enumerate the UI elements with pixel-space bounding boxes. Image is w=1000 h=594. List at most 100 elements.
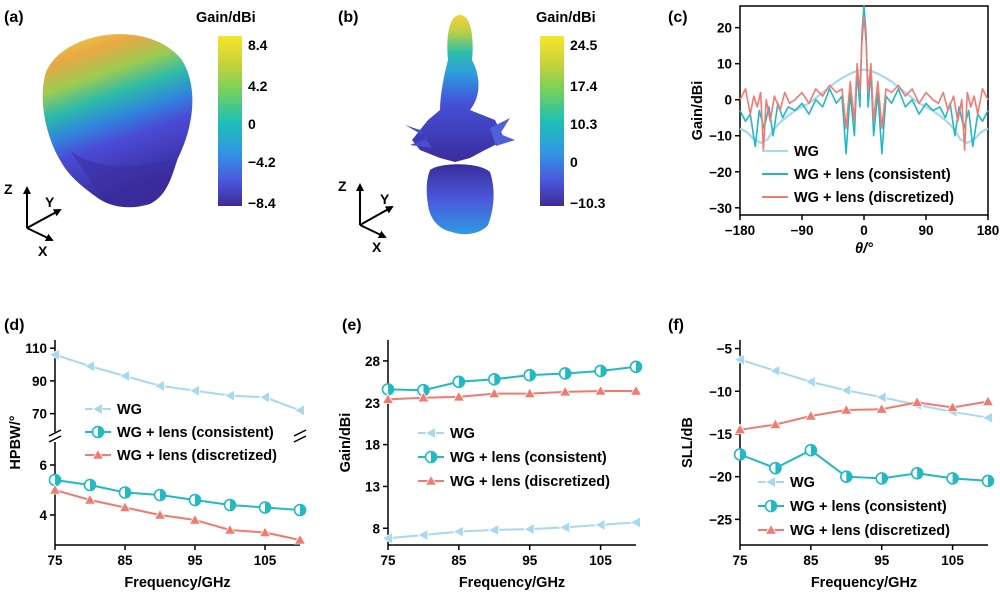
data-point-fill [458, 376, 465, 388]
x-tick-label: 105 [941, 553, 964, 568]
axes-triad-a: Z Y X [4, 181, 62, 259]
colorbar-a-tick: 8.4 [248, 37, 268, 53]
axes-triad-b: Z Y X [338, 178, 394, 255]
legend-entry: WG [117, 402, 142, 418]
data-point-fill [90, 479, 96, 491]
y-tick-label: 70 [32, 407, 47, 422]
data-point [804, 409, 818, 421]
colorbar-b-gradient [540, 36, 564, 206]
data-point [629, 384, 643, 396]
data-point [83, 360, 95, 373]
data-point [417, 528, 429, 542]
data-point [910, 396, 924, 407]
y-tick-label: 110 [25, 341, 47, 356]
legend-entry: WG [794, 144, 819, 160]
data-point [733, 423, 747, 435]
panel-b: (b) Z Y X Gain/dBi 24.5 17.4 10.3 0 −10.… [338, 9, 606, 255]
x-tick-label: 180 [977, 223, 1000, 238]
y-tick-label: 23 [365, 396, 381, 411]
y-tick-label: 0 [724, 93, 732, 108]
legend-marker [424, 426, 436, 440]
axis-break-mark [293, 435, 307, 443]
data-point-fill [636, 361, 642, 373]
colorbar-b-tick: 17.4 [570, 78, 597, 94]
data-point [258, 391, 270, 404]
data-point [487, 523, 500, 537]
data-point [223, 523, 237, 535]
legend-entry: WG [790, 475, 815, 491]
series-line [739, 400, 989, 431]
data-point [188, 513, 202, 525]
colorbar-b-tick: 10.3 [570, 116, 597, 132]
x-tick-label: 85 [451, 553, 467, 568]
y-tick-label: 4 [39, 508, 47, 523]
data-point [48, 348, 60, 361]
y-tick-label: −5 [717, 342, 733, 357]
x-tick-label: −180 [725, 223, 755, 238]
colorbar-b-tick: 0 [570, 154, 578, 170]
data-point [946, 401, 959, 413]
y-axis-label: Gain/dBi [338, 413, 354, 473]
data-point-fill [423, 384, 429, 396]
panel-f: 75 85 95 105 −25 −20 −15 −10 −5 Frequency/GHz SLL/… [668, 317, 995, 591]
data-point-fill [388, 383, 394, 395]
data-point [452, 390, 466, 402]
panel-e-label: (e) [342, 317, 362, 334]
colorbar-a-gradient [218, 36, 242, 206]
data-point [417, 391, 430, 403]
y-tick-label: 20 [717, 21, 732, 36]
data-point [733, 353, 745, 366]
y-tick-label: −10 [709, 384, 732, 399]
legend-entry: WG + lens (consistent) [450, 450, 607, 466]
y-tick-label: 13 [365, 479, 381, 494]
y-tick-label: −25 [709, 512, 732, 527]
data-point-fill [55, 474, 61, 486]
panel-d-label: (d) [4, 317, 24, 334]
panel-c: (c) −180 −90 0 90 180 −30 −20 −10 0 10 20 θ/° Gain/dB… [668, 5, 1000, 257]
panel-f-label: (f) [668, 317, 684, 334]
legend-entry: WG + lens (consistent) [117, 425, 274, 441]
data-point-fill [565, 367, 571, 379]
panel-a: (a) Z Y X Gain/dBi 8.4 4.2 0 −4.2 −8.4 [4, 9, 276, 259]
x-tick-label: 75 [47, 553, 63, 568]
x-tick-label: 75 [380, 553, 396, 568]
y-tick-label: −15 [709, 427, 732, 442]
legend-entry: WG + lens (discretized) [117, 448, 277, 464]
data-point [488, 387, 501, 399]
y-axis-label: Gain/dBi [690, 81, 706, 141]
legend-marker-fill [771, 500, 777, 512]
axis-z-label: Z [4, 181, 13, 197]
axis-x-label: X [38, 243, 48, 259]
data-point [258, 526, 272, 538]
series-line [739, 15, 989, 151]
data-point [629, 516, 641, 529]
x-tick-label: 95 [874, 553, 890, 568]
data-point-fill [810, 444, 817, 456]
data-point-fill [917, 467, 923, 479]
data-point [558, 521, 570, 534]
data-point [153, 379, 165, 392]
data-point [223, 389, 235, 402]
data-point-fill [529, 369, 536, 381]
panel-b-label: (b) [338, 9, 358, 26]
data-point [452, 525, 464, 538]
data-point [293, 533, 307, 545]
data-point [523, 387, 536, 399]
data-point [875, 402, 888, 414]
data-point-fill [125, 487, 131, 498]
data-point-fill [600, 365, 607, 377]
y-tick-label: 90 [32, 374, 47, 389]
legend-marker [91, 448, 105, 460]
x-tick-label: 105 [254, 553, 277, 568]
data-point-fill [988, 475, 994, 487]
data-point-fill [160, 489, 166, 501]
data-point [118, 369, 130, 383]
data-point [558, 385, 572, 397]
colorbar-a-tick: 0 [248, 116, 256, 132]
axis-y-label: Y [45, 194, 55, 210]
colorbar-a-title: Gain/dBi [196, 10, 256, 26]
y-tick-label: 6 [39, 458, 47, 473]
colorbar-b-tick: 24.5 [570, 37, 597, 53]
data-point-fill [740, 448, 746, 460]
